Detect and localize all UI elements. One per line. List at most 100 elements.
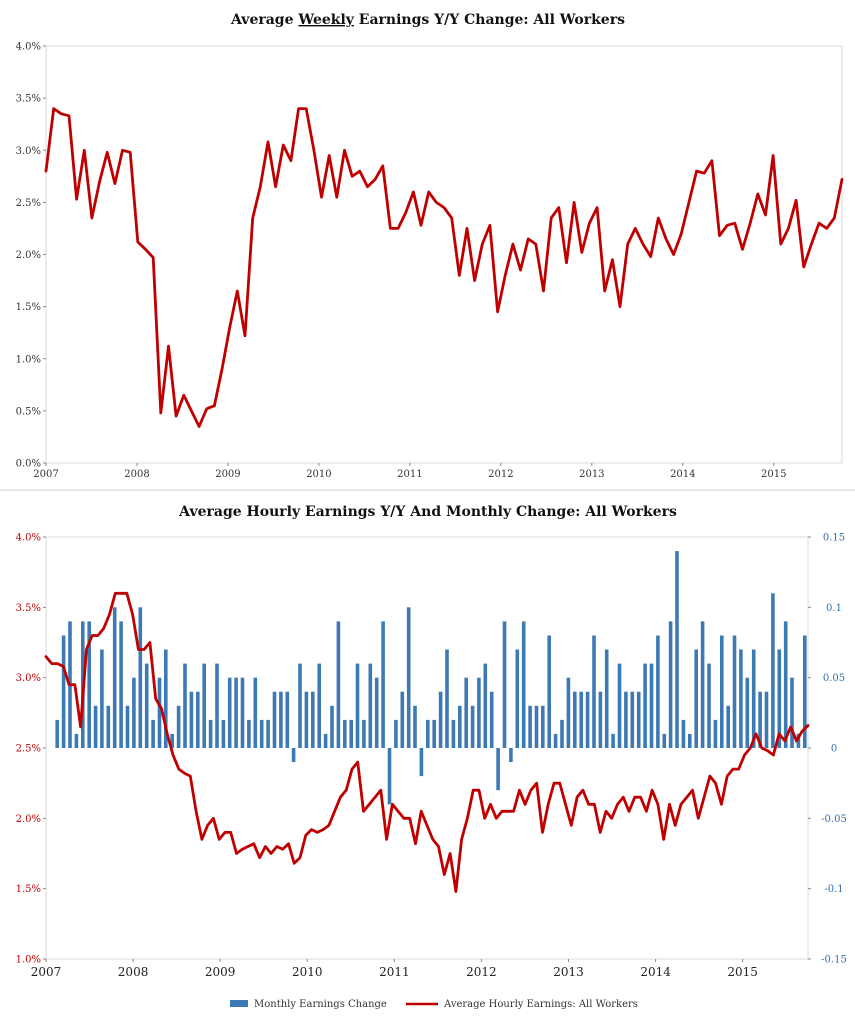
bar-monthly-change: [253, 677, 258, 748]
data-point: [316, 831, 318, 834]
y-tick-label: 2.0%: [16, 250, 41, 261]
x-tick-label: 2015: [727, 965, 758, 979]
data-point: [389, 227, 391, 229]
data-point: [85, 648, 87, 651]
bar-monthly-change: [694, 649, 698, 748]
data-point: [207, 824, 209, 827]
data-point: [665, 238, 667, 240]
data-point: [267, 141, 269, 143]
data-point: [403, 817, 405, 819]
data-point: [428, 191, 430, 193]
left-y-tick-label: 2.0%: [16, 814, 41, 825]
bar-monthly-change: [55, 719, 59, 748]
data-point: [382, 165, 384, 167]
data-point: [241, 848, 243, 850]
chart-2-x-axis: 2007 2008 2009 2010 2011 2012 2013 2014 2015: [31, 959, 758, 979]
chart-1-y-axis: 0.0% 0.5% 1.0% 1.5% 2.0% 2.5% 3.0% 3.5% 4.0%: [16, 42, 46, 470]
data-point: [688, 201, 690, 203]
y-tick-label: 2.5%: [16, 198, 41, 209]
left-y-tick-label: 4.0%: [16, 533, 41, 544]
data-point: [458, 274, 460, 276]
bar-monthly-change: [119, 621, 123, 748]
x-tick-label: 2010: [306, 469, 331, 480]
x-tick-label: 2015: [761, 469, 786, 480]
data-point: [732, 768, 734, 770]
data-point: [484, 817, 486, 819]
bar-monthly-change: [573, 691, 577, 748]
bar-monthly-change: [61, 635, 66, 748]
data-point: [703, 172, 705, 174]
data-point: [80, 726, 82, 728]
bar-monthly-change: [720, 635, 724, 748]
bar-monthly-change: [304, 691, 309, 748]
bar-monthly-change: [234, 677, 238, 748]
data-point: [576, 796, 578, 798]
y-tick-label: 1.5%: [16, 302, 41, 313]
data-point: [734, 222, 736, 224]
x-tick-label: 2009: [205, 965, 236, 979]
data-point: [83, 149, 85, 151]
data-point: [570, 824, 572, 827]
data-point: [152, 257, 154, 259]
bar-monthly-change: [521, 621, 526, 748]
bar-monthly-change: [458, 705, 462, 748]
data-point: [466, 227, 468, 229]
data-point: [236, 290, 238, 292]
bar-monthly-change: [125, 705, 130, 748]
bar-monthly-change: [285, 691, 290, 748]
data-point: [56, 663, 59, 665]
bar-monthly-change: [771, 593, 775, 748]
data-point: [778, 733, 780, 735]
x-tick-label: 2013: [553, 965, 584, 979]
data-point: [62, 665, 64, 668]
data-point: [826, 227, 828, 229]
bar-monthly-change: [668, 621, 673, 748]
data-point: [397, 810, 399, 812]
data-point: [275, 186, 277, 188]
data-point: [259, 857, 261, 859]
data-point: [328, 154, 330, 157]
bar-monthly-change: [470, 705, 475, 748]
bar-monthly-change: [227, 677, 232, 748]
data-point: [504, 274, 506, 276]
data-point: [495, 817, 497, 819]
data-point: [345, 789, 347, 791]
data-point: [76, 198, 78, 200]
chart-2-line-series: [44, 591, 810, 893]
bar-monthly-change: [726, 705, 730, 748]
data-point: [657, 217, 659, 219]
data-point: [451, 217, 453, 219]
bar-monthly-change: [426, 719, 430, 748]
bar-monthly-change: [553, 733, 558, 748]
data-point: [190, 410, 192, 412]
data-point: [120, 592, 122, 594]
data-point: [293, 862, 295, 864]
left-y-tick-label: 1.0%: [16, 955, 41, 966]
data-point: [443, 874, 445, 876]
data-point: [405, 212, 407, 214]
data-point: [45, 656, 47, 658]
bar-monthly-change: [796, 733, 801, 748]
bar-monthly-change: [528, 705, 532, 748]
chart-2: Average Hourly Earnings Y/Y And Monthly …: [16, 504, 847, 1010]
legend-label-line: Average Hourly Earnings: All Workers: [443, 999, 638, 1010]
bar-monthly-change: [604, 649, 609, 748]
bar-monthly-change: [74, 733, 79, 748]
bar-monthly-change: [374, 677, 379, 748]
data-point: [553, 782, 555, 784]
y-tick-label: 1.0%: [16, 354, 41, 365]
bar-monthly-change: [266, 719, 270, 748]
data-point: [53, 108, 55, 110]
data-point: [320, 196, 323, 198]
data-point: [691, 789, 694, 791]
bar-monthly-change: [643, 663, 647, 748]
bar-monthly-change: [419, 748, 424, 777]
bar-monthly-change: [758, 691, 762, 748]
data-point: [198, 425, 200, 428]
bar-monthly-change: [790, 677, 794, 748]
data-point: [558, 207, 560, 209]
y-tick-label: 0.0%: [16, 459, 41, 470]
data-point: [640, 796, 642, 798]
data-point: [472, 789, 474, 791]
bar-monthly-change: [215, 663, 219, 748]
